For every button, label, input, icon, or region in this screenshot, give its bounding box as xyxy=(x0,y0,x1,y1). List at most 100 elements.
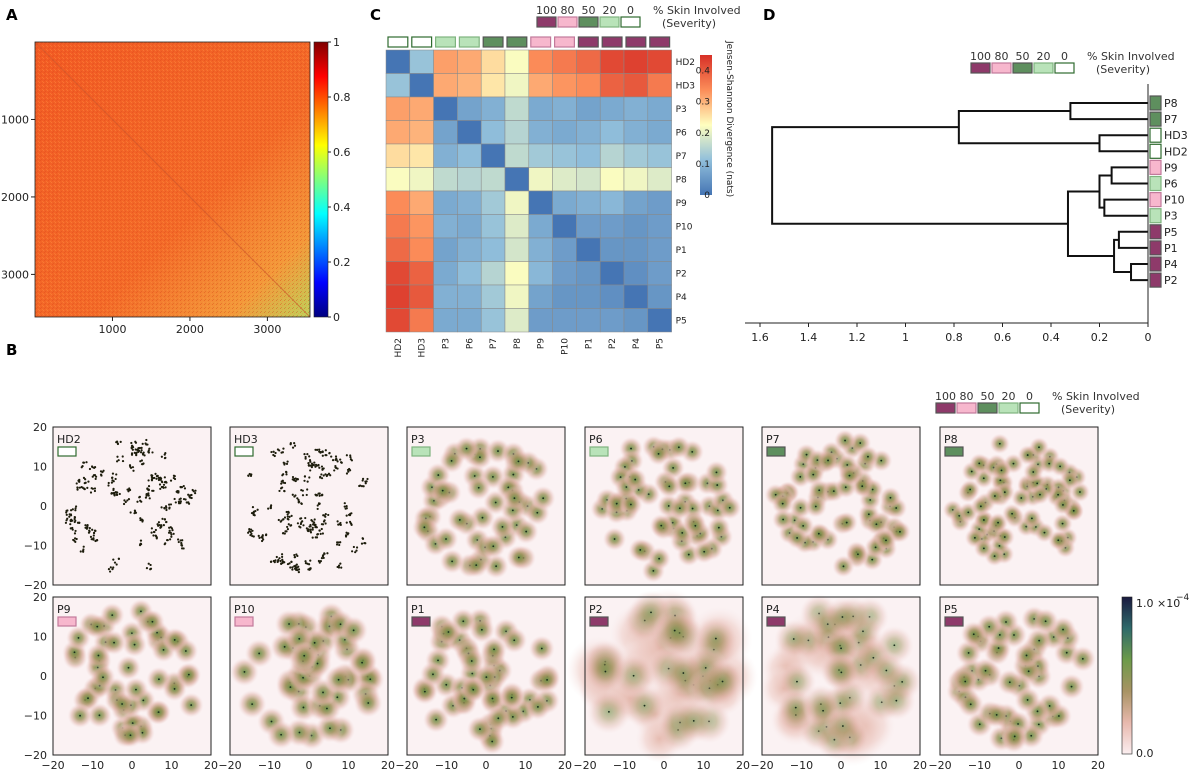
b-point xyxy=(717,526,720,529)
colorbar-a xyxy=(313,41,329,318)
b-point xyxy=(355,546,359,549)
c-legend-swatch xyxy=(578,16,599,28)
b-point xyxy=(179,497,182,500)
b-point xyxy=(703,550,706,553)
b-point xyxy=(148,497,151,500)
b-point xyxy=(165,481,168,484)
d-leaf-label: P3 xyxy=(1164,210,1178,223)
b-point xyxy=(308,563,311,566)
b-y-tick-label: 10 xyxy=(33,461,47,474)
b-point xyxy=(818,489,821,492)
b-point xyxy=(68,515,71,518)
b-point xyxy=(139,499,142,502)
b-subplot-severity xyxy=(766,446,786,457)
b-y-tick-label: −10 xyxy=(24,710,47,723)
b-point xyxy=(1011,512,1013,515)
c-row-label: P8 xyxy=(676,175,687,185)
b-point xyxy=(280,562,283,565)
c-heatmap-cell xyxy=(552,49,577,74)
b-point xyxy=(715,471,718,474)
b-point xyxy=(94,465,97,469)
b-point xyxy=(74,529,77,533)
c-heatmap-cell xyxy=(528,190,553,215)
b-point xyxy=(165,520,168,524)
b-x-tick-label: 20 xyxy=(1091,759,1105,769)
b-point xyxy=(652,569,655,572)
c-heatmap-cell xyxy=(457,143,482,168)
b-point xyxy=(537,706,539,708)
b-point xyxy=(152,534,155,537)
b-point xyxy=(339,562,342,565)
b-point xyxy=(293,495,296,498)
b-point xyxy=(267,507,270,510)
b-point xyxy=(982,519,985,521)
c-heatmap-cell xyxy=(552,308,577,333)
b-point xyxy=(304,457,307,460)
b-point xyxy=(82,548,85,551)
b-point xyxy=(441,489,444,492)
b-point xyxy=(303,453,306,456)
b-subplot-frame xyxy=(584,596,744,756)
b-point xyxy=(74,507,77,510)
c-heatmap-cell xyxy=(457,73,482,98)
b-point xyxy=(94,539,97,542)
c-row-label: P9 xyxy=(676,199,687,209)
d-legend-level-label: 0 xyxy=(1061,50,1068,63)
b-x-tick-label: 10 xyxy=(697,759,711,769)
b-point xyxy=(111,479,114,482)
b-subplot-severity xyxy=(234,616,254,627)
panel-c: 100 80 50 20 0 % Skin Involved(Severity) HD2 H… xyxy=(385,4,741,357)
b-point xyxy=(309,567,312,571)
b-point xyxy=(281,555,284,558)
b-point xyxy=(360,484,364,488)
b-point xyxy=(134,448,137,451)
b-point xyxy=(160,506,163,509)
b-point xyxy=(150,527,153,530)
b-point xyxy=(164,456,167,459)
c-heatmap-cell xyxy=(599,73,625,98)
b-point xyxy=(93,529,97,532)
b-point xyxy=(1059,465,1061,468)
b-subplot-frame xyxy=(229,596,389,756)
b-point xyxy=(973,536,976,539)
b-point xyxy=(283,462,286,465)
b-point xyxy=(982,477,985,480)
c-row-label: HD3 xyxy=(676,81,695,91)
b-point xyxy=(348,514,352,517)
b-point xyxy=(845,521,848,524)
b-point xyxy=(604,670,607,673)
b-point xyxy=(158,524,161,527)
b-point xyxy=(319,532,322,535)
b-point xyxy=(304,562,308,565)
b-point xyxy=(291,568,294,571)
b-point xyxy=(340,566,343,569)
c-heatmap-cell xyxy=(528,143,553,168)
b-point xyxy=(82,461,86,464)
b-point xyxy=(113,561,117,564)
b-point xyxy=(288,515,291,518)
b-point xyxy=(364,480,367,483)
b-point xyxy=(308,459,312,462)
c-heatmap-cell xyxy=(433,143,458,168)
b-point xyxy=(1025,654,1028,657)
b-point xyxy=(139,451,143,454)
c-heatmap-cell xyxy=(599,261,625,286)
c-heatmap-cell xyxy=(385,190,411,215)
b-point xyxy=(967,652,970,654)
b-point xyxy=(639,549,642,551)
b-point xyxy=(318,466,321,469)
b-point xyxy=(155,477,158,480)
c-heatmap-cell xyxy=(599,237,625,262)
b-point xyxy=(286,460,289,463)
d-leaf-marker xyxy=(1149,256,1162,272)
c-heatmap-cell xyxy=(385,284,411,309)
b-point xyxy=(121,703,123,705)
d-leaf-marker xyxy=(1149,111,1162,127)
b-point xyxy=(327,513,330,517)
b-point xyxy=(274,451,277,455)
a-y-tick-label: 2000 xyxy=(1,191,29,204)
b-point xyxy=(64,521,68,524)
b-point xyxy=(284,530,287,533)
b-point xyxy=(69,519,72,522)
b-point xyxy=(94,477,97,481)
